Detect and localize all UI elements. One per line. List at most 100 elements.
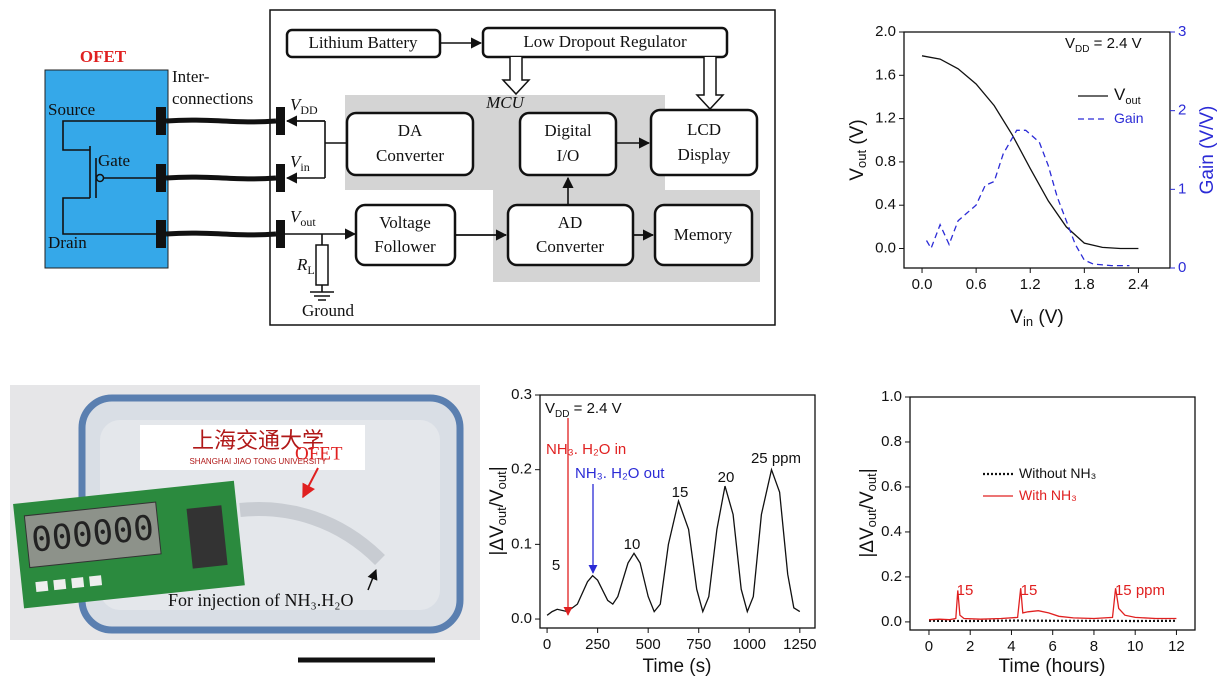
injection-label: For injection of NH₃.H₂O [168,590,354,610]
y2-axis-label: Gain (V/V) [1197,106,1218,195]
device-photo: 上海交通大学 SHANGHAI JIAO TONG UNIVERSITY 000… [10,385,480,663]
ground-wire [310,234,334,301]
power-arrow [501,57,531,96]
label-part: V [847,168,868,181]
annotation: VDD = 2.4 V [545,400,622,420]
x-tick-label: 12 [1168,638,1185,655]
connector [276,220,285,248]
y-tick-label: 0.8 [881,433,902,450]
block [481,26,729,59]
x-tick-label: 0 [925,638,933,655]
y2-tick-label: 1 [1178,180,1186,197]
ofet-arrow [302,467,319,499]
annotation: 5 [552,557,560,574]
interconnections-label: Inter- [172,67,210,86]
logo-card [140,425,365,470]
label-part: out [1125,95,1140,107]
x-tick-label: 2 [966,638,974,655]
annotation: 10 [624,536,641,553]
label-part: /V [487,489,508,507]
y-tick-label: 0.6 [881,478,902,495]
label-part: V [290,152,303,171]
button [35,580,49,593]
plot-frame [539,394,816,629]
y-tick-label: 0.4 [875,196,896,213]
y-tick-label: 0.1 [511,535,532,552]
label-part: V [290,207,303,226]
rl-label: RL [296,255,315,277]
interconnections-label: connections [172,89,253,108]
x-tick-label: 500 [636,636,661,653]
connector [276,107,285,135]
ofet-label: OFET [295,443,343,464]
ofet-box [44,69,169,269]
y-tick-label: 0.0 [511,610,532,627]
label-part: DD [555,409,569,420]
label-part: out [300,215,316,229]
annotation: VDD = 2.4 V [1065,35,1142,55]
x-axis-label: Time (s) [643,656,712,677]
y-axis-label: Vout (V) [847,119,869,180]
label-part: = 2.4 V [569,400,621,417]
drain-label: Drain [48,233,87,252]
x-tick-label: 750 [686,636,711,653]
lcd-panel [23,501,162,569]
series-line [546,467,801,616]
button [89,575,103,587]
block-label: Digital [544,121,591,140]
connector [276,164,285,192]
series-line [928,588,1177,621]
y-tick-label: 1.6 [875,66,896,83]
legend-label: With NH₃ [1019,487,1077,503]
plot-frame [903,31,1171,269]
source-label: Source [48,100,95,119]
x-axis-label: Time (hours) [999,656,1106,677]
label-part: /V [857,491,878,509]
label-part: With NH₃ [1019,487,1077,503]
block-label: Memory [674,225,733,244]
ofet-title: OFET [80,47,127,66]
legend-label: Gain [1114,110,1144,126]
y-tick-label: 0.3 [511,386,532,403]
connector [156,164,166,192]
series-line [921,55,1139,250]
label-part: Time (s) [643,656,712,677]
x-tick-label: 1250 [783,636,816,653]
legend-label: Vout [1114,85,1141,106]
ground-label: Ground [302,301,354,320]
label-part: R [296,255,308,274]
label-part: | [487,466,508,471]
label-part: in [1023,314,1033,329]
label-part: DD [300,103,318,117]
resistor [315,244,329,286]
mcu-label: MCU [485,93,526,112]
label-part: V [545,400,555,417]
annotation: NH₃. H₂O out [575,465,665,482]
label-part: out [864,473,879,491]
y-tick-label: 2.0 [875,23,896,40]
label-part: |ΔV [857,527,878,558]
x-tick-label: 10 [1127,638,1144,655]
transistor-symbol [62,120,156,235]
cable [165,117,277,238]
label-part: in [300,160,309,174]
gate-label: Gate [98,151,130,170]
annotation: 15 [957,582,974,599]
block-label: DA [398,121,423,140]
button [71,577,85,589]
block-label: Lithium Battery [308,33,418,52]
label-part: V [290,95,303,114]
connector [156,220,166,248]
label-part: out [854,150,869,168]
x-axis-label: Vin (V) [1010,307,1063,329]
y-tick-label: 0.8 [875,153,896,170]
injection-arrow [367,569,378,591]
label-part: = 2.4 V [1089,35,1141,52]
logo-en: SHANGHAI JIAO TONG UNIVERSITY [189,457,327,466]
connectors [156,107,285,248]
annotation: 15 [672,484,689,501]
x-tick-label: 1000 [733,636,766,653]
